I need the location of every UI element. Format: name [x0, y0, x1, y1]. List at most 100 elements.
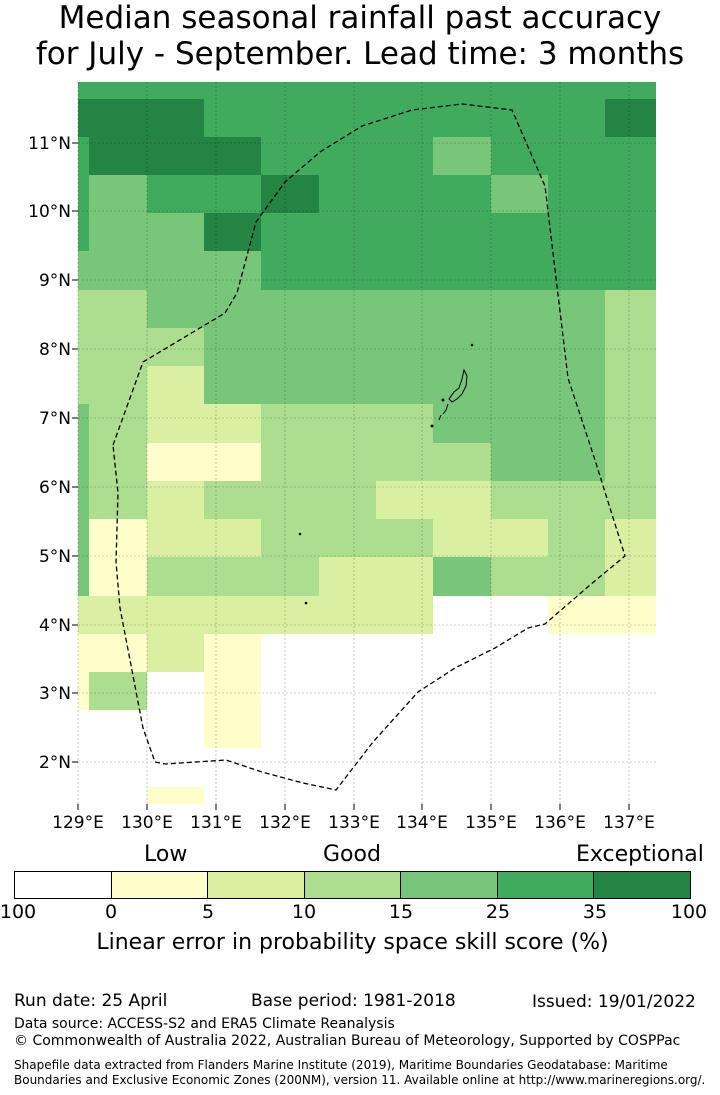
issued-date: Issued: 19/01/2022	[532, 992, 696, 1012]
eez-boundary	[112, 103, 626, 791]
skill-cell	[261, 443, 319, 481]
map-title: Median seasonal rainfall past accuracy f…	[0, 0, 720, 72]
skill-cell	[78, 672, 89, 710]
skill-cell	[319, 519, 376, 557]
skill-cell	[78, 99, 89, 137]
skill-cell	[376, 251, 433, 290]
skill-cell	[376, 481, 433, 519]
skill-cell	[319, 99, 376, 137]
skill-cell	[89, 82, 147, 99]
shapefile-credit-1: Shapefile data extracted from Flanders M…	[14, 1058, 668, 1072]
lon-label-129: 129°E	[52, 813, 104, 833]
colorbar	[14, 871, 691, 899]
skill-cell	[261, 251, 319, 290]
skill-cell	[433, 213, 491, 251]
run-date: Run date: 25 April	[14, 991, 168, 1011]
skill-cell	[605, 290, 656, 328]
shapefile-credit-2: Boundaries and Exclusive Economic Zones …	[14, 1073, 706, 1087]
skill-cell	[147, 99, 204, 137]
skill-cell	[204, 328, 261, 366]
skill-cell	[78, 328, 89, 366]
skill-cell	[548, 557, 605, 596]
skill-cell	[147, 404, 204, 443]
skill-cell	[147, 290, 204, 328]
skill-cell	[319, 443, 376, 481]
skill-cell	[204, 175, 261, 213]
skill-cell	[605, 213, 656, 251]
skill-cell	[204, 82, 261, 99]
skill-cell	[376, 443, 433, 481]
skill-cell	[261, 366, 319, 404]
skill-cell	[147, 787, 204, 804]
skill-cell	[491, 366, 548, 404]
skill-cell	[147, 519, 204, 557]
lat-label-4: 4°N	[39, 616, 71, 636]
skill-cell	[89, 290, 147, 328]
colorbar-segment	[401, 872, 498, 898]
skill-cell	[433, 251, 491, 290]
skill-cell	[433, 82, 491, 99]
skill-cell	[78, 290, 89, 328]
colorbar-segment	[304, 872, 402, 898]
skill-cell	[491, 137, 548, 175]
skill-cell	[261, 596, 319, 634]
colorbar-segment	[111, 872, 209, 898]
skill-cell	[491, 175, 548, 213]
skill-cell	[491, 82, 548, 99]
skill-cell	[605, 596, 656, 634]
category-good: Good	[323, 842, 381, 867]
lat-label-2: 2°N	[39, 753, 71, 773]
skill-cell	[204, 672, 261, 710]
skill-cell	[261, 557, 319, 596]
skill-cell	[89, 137, 147, 175]
skill-cell	[204, 634, 261, 672]
skill-cell	[433, 175, 491, 213]
skill-cell	[89, 557, 147, 596]
skill-cell	[605, 366, 656, 404]
skill-cell	[204, 137, 261, 175]
skill-cell	[319, 137, 376, 175]
skill-cell	[548, 137, 605, 175]
skill-cell	[147, 213, 204, 251]
skill-cell	[89, 175, 147, 213]
lon-label-132: 132°E	[259, 813, 311, 833]
skill-cell	[89, 404, 147, 443]
colorbar-boundary: 100	[0, 901, 37, 923]
skill-cell	[376, 366, 433, 404]
colorbar-segment	[15, 872, 112, 898]
data-source: Data source: ACCESS-S2 and ERA5 Climate …	[14, 1016, 395, 1032]
category-exceptional: Exceptional	[576, 842, 704, 867]
skill-cell	[78, 404, 89, 443]
title-line-1: Median seasonal rainfall past accuracy	[58, 0, 662, 36]
skill-cell	[319, 251, 376, 290]
skill-cell	[147, 328, 204, 366]
skill-cell	[78, 519, 89, 557]
lon-label-136: 136°E	[534, 813, 586, 833]
skill-cell	[376, 596, 433, 634]
lat-label-6: 6°N	[39, 478, 71, 498]
lon-label-135: 135°E	[465, 813, 517, 833]
skill-cell	[491, 290, 548, 328]
skill-cell	[78, 443, 89, 481]
skill-cell	[261, 404, 319, 443]
skill-cell	[491, 99, 548, 137]
skill-cell	[491, 328, 548, 366]
skill-cell	[433, 137, 491, 175]
skill-cell	[89, 251, 147, 290]
skill-cell	[605, 557, 656, 596]
skill-cell	[204, 481, 261, 519]
skill-cell	[147, 175, 204, 213]
skill-cell	[491, 251, 548, 290]
skill-cell	[204, 443, 261, 481]
skill-cell	[605, 175, 656, 213]
skill-cell	[376, 404, 433, 443]
lon-label-134: 134°E	[396, 813, 448, 833]
skill-cell	[548, 443, 605, 481]
skill-cell	[491, 481, 548, 519]
skill-cell	[376, 328, 433, 366]
lat-label-8: 8°N	[39, 340, 71, 360]
skill-cell	[78, 213, 89, 251]
skill-cell	[548, 82, 605, 99]
skill-cell	[548, 251, 605, 290]
skill-cell	[548, 328, 605, 366]
